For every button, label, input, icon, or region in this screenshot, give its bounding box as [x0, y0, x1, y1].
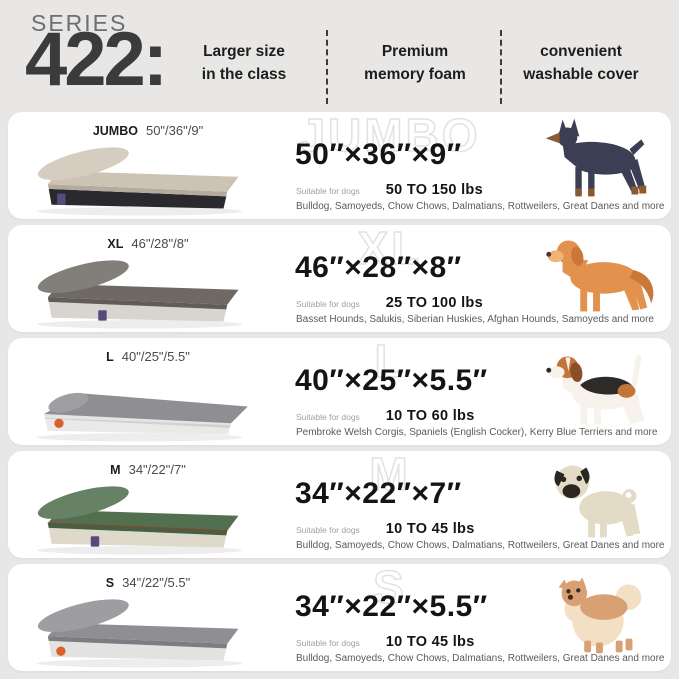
bed-brand-tag — [57, 193, 66, 205]
jumbo-bed-image — [36, 147, 243, 216]
pomeranian-illustration — [558, 577, 642, 654]
size-spec: 46"/28"/8" — [131, 236, 189, 251]
size-name: M — [110, 463, 121, 477]
bed-size-label: S 34"/22"/5.5" — [23, 574, 273, 592]
dimensions-text: 46″×28″×8″ — [295, 251, 462, 284]
dimensions-text: 34″×22″×5.5″ — [295, 590, 488, 623]
size-row-s: S 34"/22"/5.5" S 34″×22″×5.5″ Suitable fo… — [8, 560, 671, 671]
suitability: Suitable for dogs 10 TO 45 lbs — [296, 634, 475, 650]
breed-list: Pembroke Welsh Corgis, Spaniels (English… — [296, 427, 658, 438]
breed-list: Basset Hounds, Salukis, Siberian Huskies… — [296, 314, 654, 325]
suitable-for-dogs-label: Suitable for dogs — [296, 186, 360, 196]
suitability: Suitable for dogs 10 TO 45 lbs — [296, 521, 475, 537]
size-name: XL — [107, 237, 124, 251]
header: SERIES 422: Larger size in the class Pre… — [0, 0, 679, 112]
bed-brand-tag — [98, 310, 107, 321]
size-row-m: M 34"/22"/7" M 34″×22″×7″ Suitable for do… — [8, 447, 671, 558]
series-number: 422: — [25, 17, 168, 102]
suitable-for-dogs-label: Suitable for dogs — [296, 299, 360, 309]
bed-size-label: M 34"/22"/7" — [23, 461, 273, 479]
weight-range: 50 TO 150 lbs — [385, 182, 483, 198]
bed-size-label: XL 46"/28"/8" — [23, 235, 273, 253]
size-rows: JUMBO 50"/36"/9" JUMBO 50″×36″×9″ Suitabl… — [0, 108, 679, 677]
xl-bed-image — [36, 260, 243, 329]
suitable-for-dogs-label: Suitable for dogs — [296, 412, 360, 422]
suitability: Suitable for dogs 50 TO 150 lbs — [296, 182, 483, 198]
dimensions-text: 40″×25″×5.5″ — [295, 364, 488, 397]
golden-retriever-illustration — [546, 240, 654, 312]
size-row-jumbo: JUMBO 50"/36"/9" JUMBO 50″×36″×9″ Suitabl… — [8, 108, 671, 219]
feature-larger-size: Larger size in the class — [201, 43, 287, 84]
bed-brand-tag — [90, 536, 100, 547]
size-name: JUMBO — [92, 124, 138, 138]
size-spec: 34"/22"/5.5" — [122, 575, 191, 590]
bed-brand-tag — [56, 646, 66, 656]
suitable-for-dogs-label: Suitable for dogs — [296, 638, 360, 648]
weight-range: 10 TO 60 lbs — [385, 408, 475, 424]
weight-range: 25 TO 100 lbs — [385, 295, 483, 311]
dimensions-text: 34″×22″×7″ — [295, 477, 462, 510]
dimensions-text: 50″×36″×9″ — [295, 138, 462, 171]
breed-list: Bulldog, Samoyeds, Chow Chows, Dalmatian… — [296, 201, 665, 212]
breed-list: Bulldog, Samoyeds, Chow Chows, Dalmatian… — [296, 653, 665, 664]
m-bed-image — [36, 486, 243, 555]
size-name: S — [105, 576, 115, 590]
size-spec: 40"/25"/5.5" — [121, 349, 190, 364]
size-row-xl: XL 46"/28"/8" XL 46″×28″×8″ Suitable for … — [8, 221, 671, 332]
dashed-divider — [500, 30, 502, 104]
size-name: L — [106, 350, 114, 364]
feature-washable-cover: convenient washable cover — [523, 43, 639, 84]
l-bed-image — [36, 392, 248, 442]
beagle-illustration — [546, 354, 645, 425]
suitability: Suitable for dogs 10 TO 60 lbs — [296, 408, 475, 424]
series-label: SERIES — [31, 10, 128, 36]
size-row-l: L 40"/25"/5.5" L 40″×25″×5.5″ Suitable fo… — [8, 334, 671, 445]
bed-size-label: JUMBO 50"/36"/9" — [23, 122, 273, 140]
feature-memory-foam: Premium memory foam — [364, 43, 466, 84]
weight-range: 10 TO 45 lbs — [385, 634, 475, 650]
doberman-illustration — [545, 118, 647, 197]
s-bed-image — [36, 599, 243, 668]
bed-brand-tag — [54, 418, 64, 428]
breed-list: Bulldog, Samoyeds, Chow Chows, Dalmatian… — [296, 540, 665, 551]
size-spec: 34"/22"/7" — [128, 462, 186, 477]
dashed-divider — [326, 30, 328, 104]
pug-illustration — [554, 465, 641, 538]
suitable-for-dogs-label: Suitable for dogs — [296, 525, 360, 535]
size-spec: 50"/36"/9" — [145, 123, 204, 138]
weight-range: 10 TO 45 lbs — [385, 521, 475, 537]
bed-size-label: L 40"/25"/5.5" — [23, 348, 273, 366]
suitability: Suitable for dogs 25 TO 100 lbs — [296, 295, 483, 311]
